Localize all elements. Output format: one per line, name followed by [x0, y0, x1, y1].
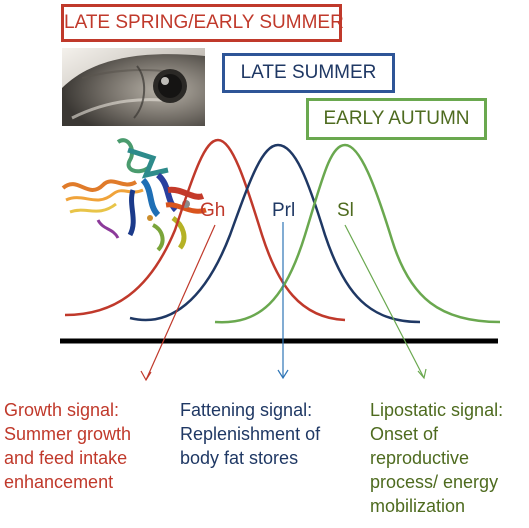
prl-label: Prl [272, 200, 296, 221]
fish-photo [62, 48, 205, 126]
gh-curve [64, 138, 346, 322]
growth-arrow [140, 224, 216, 382]
lipostatic-arrow [344, 224, 427, 380]
season-box-early-autumn: EARLY AUTUMN [306, 98, 487, 140]
growth-signal-text: Growth signal: Summer growth and feed in… [4, 400, 132, 492]
sl-label: Sl [337, 200, 354, 221]
prl-curve [129, 143, 421, 324]
season-box-late-spring: LATE SPRING/EARLY SUMMER [61, 4, 344, 42]
gh-label: Gh [200, 200, 226, 221]
season-box-late-summer: LATE SUMMER [222, 53, 395, 93]
lipostatic-signal-text: Lipostatic signal: Onset of reproductive… [370, 400, 504, 516]
fattening-arrow [277, 222, 289, 380]
fattening-signal-text: Fattening signal: Replenishment of body … [180, 400, 321, 468]
sl-curve [214, 143, 501, 324]
